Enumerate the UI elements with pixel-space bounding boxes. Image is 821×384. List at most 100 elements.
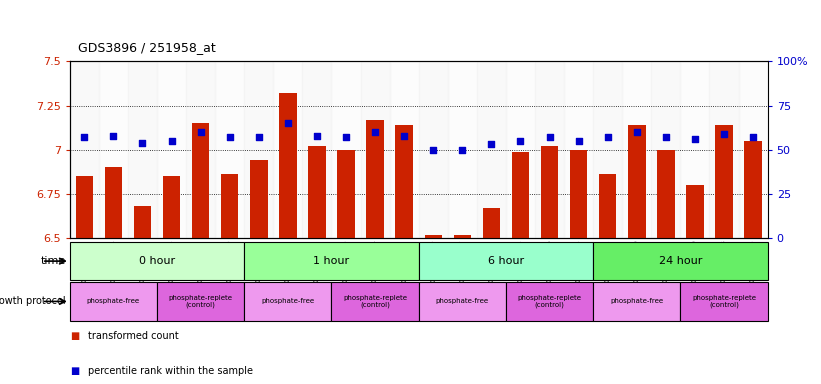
Bar <box>454 235 471 238</box>
Bar <box>745 141 762 238</box>
Bar <box>681 61 709 238</box>
Bar <box>599 174 617 238</box>
Bar <box>302 61 332 238</box>
Bar <box>134 206 151 238</box>
Bar <box>506 282 594 321</box>
Bar <box>332 282 419 321</box>
Bar <box>739 61 768 238</box>
Bar <box>564 61 594 238</box>
Point <box>659 134 672 141</box>
Bar <box>419 242 594 280</box>
Bar <box>709 61 739 238</box>
Bar <box>186 61 215 238</box>
Bar <box>622 61 651 238</box>
Bar <box>157 61 186 238</box>
Bar <box>681 282 768 321</box>
Text: 0 hour: 0 hour <box>139 256 175 266</box>
Bar <box>99 61 128 238</box>
Text: growth protocol: growth protocol <box>0 296 66 306</box>
Point <box>310 132 323 139</box>
Bar <box>70 282 157 321</box>
Bar <box>477 61 506 238</box>
Point <box>252 134 265 141</box>
Bar <box>157 282 245 321</box>
Text: percentile rank within the sample: percentile rank within the sample <box>88 366 253 376</box>
Bar <box>594 61 622 238</box>
Bar <box>657 150 675 238</box>
Text: phosphate-free: phosphate-free <box>261 298 314 305</box>
Point <box>339 134 352 141</box>
Bar <box>337 150 355 238</box>
Bar <box>651 61 681 238</box>
Point <box>572 138 585 144</box>
Text: ■: ■ <box>70 366 79 376</box>
Bar <box>594 242 768 280</box>
Point <box>688 136 701 142</box>
Bar <box>535 61 564 238</box>
Bar <box>366 120 383 238</box>
Bar <box>245 282 332 321</box>
Bar <box>360 61 390 238</box>
Point <box>107 132 120 139</box>
Bar <box>594 282 681 321</box>
Text: phosphate-replete
(control): phosphate-replete (control) <box>517 295 581 308</box>
Bar <box>245 242 419 280</box>
Point <box>543 134 556 141</box>
Bar <box>70 242 245 280</box>
Text: phosphate-replete
(control): phosphate-replete (control) <box>692 295 756 308</box>
Bar <box>192 123 209 238</box>
Point <box>136 140 149 146</box>
Bar <box>424 235 442 238</box>
Point <box>78 134 91 141</box>
Bar <box>332 61 360 238</box>
Point <box>485 141 498 147</box>
Bar <box>279 93 296 238</box>
Bar <box>215 61 245 238</box>
Point <box>165 138 178 144</box>
Bar <box>245 61 273 238</box>
Text: 1 hour: 1 hour <box>314 256 350 266</box>
Bar <box>447 61 477 238</box>
Text: 6 hour: 6 hour <box>488 256 524 266</box>
Point <box>514 138 527 144</box>
Text: phosphate-replete
(control): phosphate-replete (control) <box>343 295 407 308</box>
Bar <box>511 152 530 238</box>
Text: GDS3896 / 251958_at: GDS3896 / 251958_at <box>78 41 216 54</box>
Bar <box>105 167 122 238</box>
Point <box>601 134 614 141</box>
Point <box>456 147 469 153</box>
Bar <box>221 174 238 238</box>
Bar <box>541 146 558 238</box>
Bar <box>715 125 733 238</box>
Bar <box>570 150 587 238</box>
Bar <box>128 61 157 238</box>
Point <box>746 134 759 141</box>
Bar <box>686 185 704 238</box>
Bar <box>163 176 181 238</box>
Point <box>369 129 382 135</box>
Text: phosphate-free: phosphate-free <box>610 298 663 305</box>
Point <box>397 132 410 139</box>
Bar <box>250 161 268 238</box>
Point <box>427 147 440 153</box>
Point <box>282 120 295 126</box>
Text: time: time <box>40 256 66 266</box>
Bar <box>483 208 500 238</box>
Bar <box>419 282 506 321</box>
Text: phosphate-free: phosphate-free <box>87 298 140 305</box>
Point <box>223 134 236 141</box>
Bar <box>396 125 413 238</box>
Bar <box>273 61 302 238</box>
Text: phosphate-replete
(control): phosphate-replete (control) <box>168 295 232 308</box>
Point <box>718 131 731 137</box>
Text: transformed count: transformed count <box>88 331 179 341</box>
Bar <box>76 176 93 238</box>
Bar <box>70 61 99 238</box>
Bar <box>390 61 419 238</box>
Bar <box>308 146 326 238</box>
Text: phosphate-free: phosphate-free <box>436 298 488 305</box>
Text: ■: ■ <box>70 331 79 341</box>
Point <box>194 129 207 135</box>
Bar <box>506 61 535 238</box>
Bar <box>419 61 447 238</box>
